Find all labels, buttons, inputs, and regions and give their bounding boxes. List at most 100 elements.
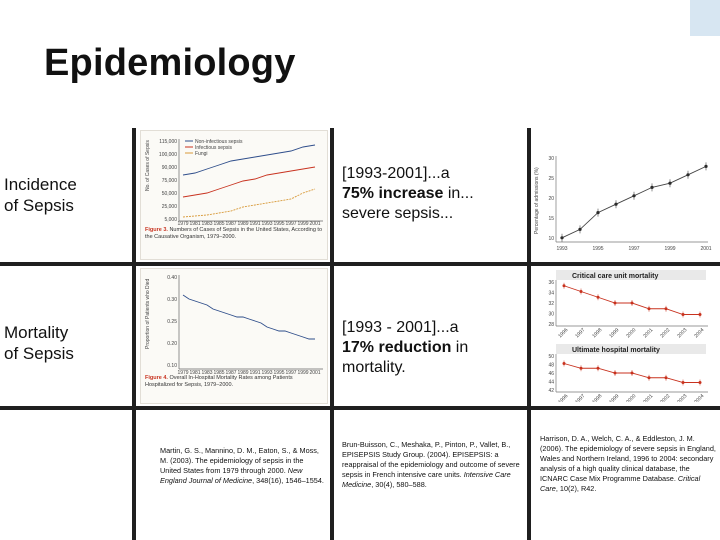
x-tick-label: 1995 bbox=[273, 370, 284, 376]
y-tick-label: 0.30 bbox=[167, 297, 177, 303]
grid-line-vertical-3 bbox=[527, 128, 531, 540]
grid-line-vertical-2 bbox=[330, 128, 334, 540]
x-tick-label: 1987 bbox=[225, 221, 236, 227]
y-tick-label: 10 bbox=[548, 236, 554, 242]
statement-emphasis: 75% increase bbox=[342, 185, 444, 202]
figure-3-caption: Figure 3. Numbers of Cases of Sepsis in … bbox=[145, 227, 323, 241]
row-label-line: Incidence bbox=[4, 175, 77, 194]
x-tick-label: 2003 bbox=[676, 393, 688, 402]
y-tick-label: 46 bbox=[548, 371, 554, 377]
grid-line-vertical-1 bbox=[132, 128, 136, 540]
statement-line: 17% reduction in bbox=[342, 338, 527, 358]
figure-french-incidence-plot: Percentage of admissions (%) 3025201510 … bbox=[534, 156, 712, 252]
legend-entry: Infectious sepsis bbox=[195, 145, 232, 151]
incidence-statement: [1993-2001]...a 75% increase in... sever… bbox=[342, 164, 527, 224]
x-tick-label: 1981 bbox=[189, 221, 200, 227]
x-tick-label: 1997 bbox=[285, 370, 296, 376]
legend-entry: Non-infectious sepsis bbox=[195, 139, 243, 145]
x-tick-label: 1999 bbox=[608, 327, 620, 339]
x-tick-label: 2000 bbox=[625, 393, 637, 402]
reference-harrison: Harrison, D. A., Welch, C. A., & Eddlest… bbox=[540, 434, 716, 494]
y-tick-label: 28 bbox=[548, 322, 554, 328]
slide-title: Epidemiology bbox=[44, 42, 296, 84]
x-tick-label: 1998 bbox=[591, 327, 603, 339]
reference-authors: Brun-Buisson, C., Meshaka, P., Pinton, P… bbox=[342, 440, 520, 479]
x-tick-label: 2001 bbox=[700, 246, 711, 252]
figure-french-incidence: Percentage of admissions (%) 30 25 20 15 10 … bbox=[532, 150, 712, 258]
x-tick-label: 1993 bbox=[556, 246, 567, 252]
caption-label: Figure 4. bbox=[145, 375, 168, 381]
x-tick-label: 1997 bbox=[574, 393, 586, 402]
x-tick-label: 2002 bbox=[659, 393, 671, 402]
y-tick-label: 20 bbox=[548, 196, 554, 202]
caption-text: Overall In-Hospital Mortality Rates amon… bbox=[145, 375, 293, 388]
reference-details: , 30(4), 580–588. bbox=[371, 480, 427, 489]
y-tick-label: 100,000 bbox=[159, 152, 177, 158]
x-tick-label: 1981 bbox=[189, 370, 200, 376]
row-label-line: of Sepsis bbox=[4, 196, 74, 215]
y-tick-label: 30 bbox=[548, 156, 554, 162]
x-tick-label: 2001 bbox=[309, 221, 320, 227]
reference-details: , 10(2), R42. bbox=[555, 484, 597, 493]
x-tick-label: 1995 bbox=[592, 246, 603, 252]
x-tick-label: 1999 bbox=[608, 393, 620, 402]
figure-icnarc-plot: Critical care unit mortality 36343230281… bbox=[548, 270, 708, 402]
row-label-line: Mortality bbox=[4, 323, 69, 342]
x-tick-label: 2002 bbox=[659, 327, 671, 339]
reference-brun-buisson: Brun-Buisson, C., Meshaka, P., Pinton, P… bbox=[342, 440, 522, 490]
x-tick-label: 1985 bbox=[213, 370, 224, 376]
y-tick-label: 75,000 bbox=[162, 178, 178, 184]
grid-line-horizontal-2 bbox=[0, 406, 720, 410]
y-tick-label: 30 bbox=[548, 312, 554, 318]
figure-mortality-rates-plot: Proportion of Patients who Died 0.40 0.30… bbox=[145, 275, 323, 376]
statement-line: [1993-2001]...a bbox=[342, 165, 450, 182]
y-tick-label: 42 bbox=[548, 388, 554, 394]
y-tick-label: 115,000 bbox=[159, 139, 177, 145]
y-tick-label: 0.25 bbox=[167, 319, 177, 325]
row-label-line: of Sepsis bbox=[4, 344, 74, 363]
statement-line: severe sepsis... bbox=[342, 205, 454, 222]
reference-journal: Critical Care bbox=[540, 474, 701, 493]
x-tick-label: 1997 bbox=[628, 246, 639, 252]
panel-2-title: Ultimate hospital mortality bbox=[572, 347, 660, 354]
y-tick-label: 0.10 bbox=[167, 363, 177, 369]
statement-tail: in... bbox=[443, 185, 474, 202]
reference-authors: Harrison, D. A., Welch, C. A., & Eddlest… bbox=[540, 434, 716, 483]
figure-icnarc-mortality: Critical care unit mortality 36 34 32 30 28 1… bbox=[532, 268, 712, 402]
figure-sepsis-cases-plot: No. of Cases of Sepsis 115,000 100,000 90,… bbox=[145, 139, 323, 227]
x-tick-label: 1999 bbox=[664, 246, 675, 252]
x-tick-label: 1999 bbox=[297, 221, 308, 227]
x-tick-label: 1983 bbox=[201, 370, 212, 376]
y-axis-label: Percentage of admissions (%) bbox=[534, 167, 540, 234]
y-axis-label: Proportion of Patients who Died bbox=[145, 278, 151, 349]
x-tick-label: 1997 bbox=[285, 221, 296, 227]
x-tick-label: 1993 bbox=[261, 370, 272, 376]
reference-journal: New England Journal of Medicine bbox=[160, 466, 303, 485]
figure-mortality-rates: Proportion of Patients who Died 0.40 0.30… bbox=[140, 268, 328, 404]
x-tick-label: 1998 bbox=[591, 393, 603, 402]
y-tick-label: 0.20 bbox=[167, 341, 177, 347]
x-tick-label: 1989 bbox=[237, 221, 248, 227]
x-tick-label: 1983 bbox=[201, 221, 212, 227]
x-tick-label: 1991 bbox=[249, 221, 260, 227]
y-tick-label: 0.40 bbox=[167, 275, 177, 281]
x-tick-label: 1995 bbox=[273, 221, 284, 227]
row-label-incidence: Incidence of Sepsis bbox=[4, 174, 134, 216]
reference-authors: Martin, G. S., Mannino, D. M., Eaton, S.… bbox=[160, 446, 319, 475]
x-tick-label: 1979 bbox=[177, 221, 188, 227]
x-tick-label: 1999 bbox=[297, 370, 308, 376]
x-tick-label: 2001 bbox=[309, 370, 320, 376]
y-tick-label: 48 bbox=[548, 363, 554, 369]
y-tick-label: 50 bbox=[548, 354, 554, 360]
x-tick-label: 2000 bbox=[625, 327, 637, 339]
y-tick-label: 34 bbox=[548, 291, 554, 297]
x-tick-label: 1987 bbox=[225, 370, 236, 376]
x-tick-label: 1991 bbox=[249, 370, 260, 376]
caption-label: Figure 3. bbox=[145, 227, 168, 233]
decorative-corner bbox=[690, 0, 720, 36]
y-tick-label: 90,000 bbox=[162, 165, 178, 171]
x-tick-label: 1997 bbox=[574, 327, 586, 339]
series-line bbox=[561, 165, 707, 239]
y-tick-label: 15 bbox=[548, 216, 554, 222]
mortality-statement: [1993 - 2001]...a 17% reduction in morta… bbox=[342, 318, 527, 378]
